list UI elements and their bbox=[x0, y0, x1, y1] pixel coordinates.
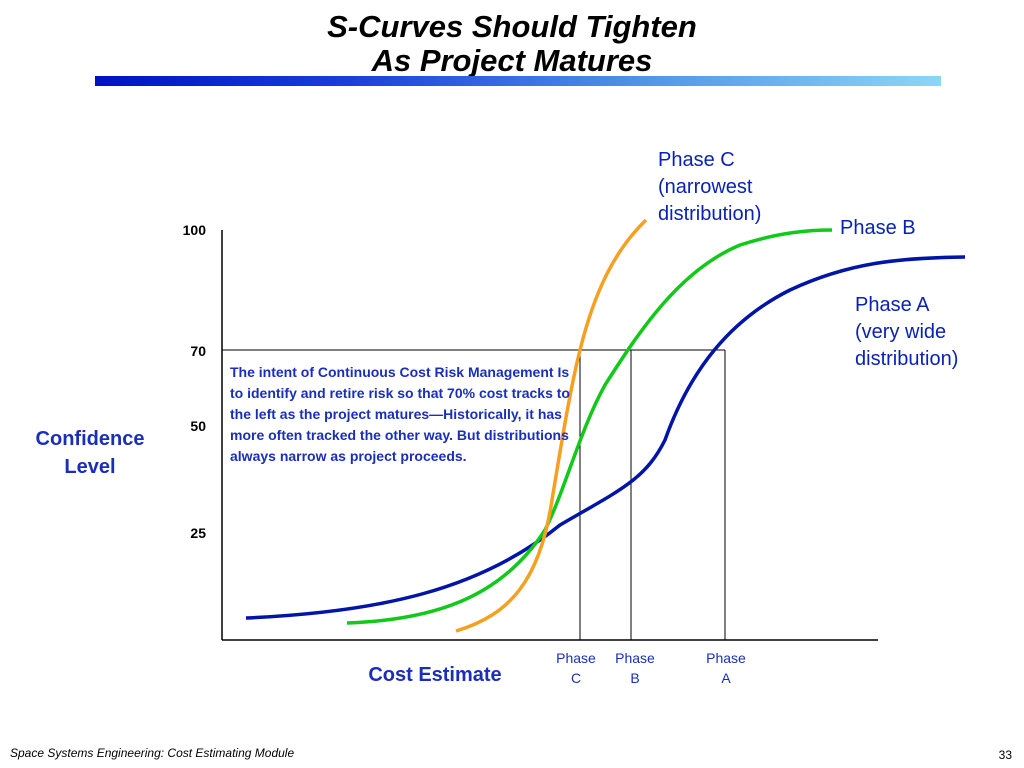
x-marker-phase-b-line-1: Phase bbox=[615, 650, 655, 666]
annotation-phase-a-line-3: distribution) bbox=[855, 348, 959, 370]
annotation-phase-a-line-1: Phase A bbox=[855, 294, 930, 316]
curve-phase-b bbox=[346, 228, 833, 625]
annotation-phase-a: Phase A (very wide distribution) bbox=[855, 292, 958, 373]
y-tick-50: 50 bbox=[190, 418, 206, 434]
annotation-phase-c: Phase C (narrowest distribution) bbox=[658, 147, 761, 228]
annotation-phase-c-line-1: Phase C bbox=[658, 149, 735, 171]
x-marker-phase-a-line-1: Phase bbox=[706, 650, 746, 666]
x-marker-phase-a-line-2: A bbox=[721, 670, 731, 686]
annotation-phase-b: Phase B bbox=[840, 215, 916, 242]
footer-text: Space Systems Engineering: Cost Estimati… bbox=[10, 746, 295, 760]
explanation-text: The intent of Continuous Cost Risk Manag… bbox=[230, 364, 570, 464]
slide-title-line-1: S-Curves Should Tighten bbox=[327, 9, 697, 44]
y-tick-25: 25 bbox=[190, 525, 206, 541]
annotation-phase-b-line-1: Phase B bbox=[840, 217, 916, 239]
x-marker-phase-c-line-2: C bbox=[570, 670, 582, 686]
x-marker-phase-c-line-1: Phase bbox=[556, 650, 596, 666]
curve-phase-a bbox=[245, 255, 966, 620]
annotation-phase-a-line-2: (very wide bbox=[855, 321, 947, 343]
x-marker-phase-b: Phase B bbox=[605, 648, 665, 688]
title-gradient-bar bbox=[95, 76, 941, 86]
y-tick-70: 70 bbox=[190, 343, 206, 359]
annotation-phase-c-line-3: distribution) bbox=[658, 203, 762, 225]
page-number: 33 bbox=[998, 748, 1012, 762]
y-tick-100: 100 bbox=[182, 222, 206, 238]
slide-title-line-2: As Project Matures bbox=[371, 43, 653, 78]
x-marker-phase-a: Phase A bbox=[696, 648, 756, 688]
curve-phase-c bbox=[455, 218, 648, 633]
y-axis-label: Confidence Level bbox=[35, 428, 145, 478]
x-marker-phase-b-line-2: B bbox=[630, 670, 640, 686]
x-axis-label: Cost Estimate bbox=[368, 664, 502, 686]
x-marker-phase-c: Phase C bbox=[546, 648, 606, 688]
annotation-phase-c-line-2: (narrowest bbox=[658, 176, 753, 198]
